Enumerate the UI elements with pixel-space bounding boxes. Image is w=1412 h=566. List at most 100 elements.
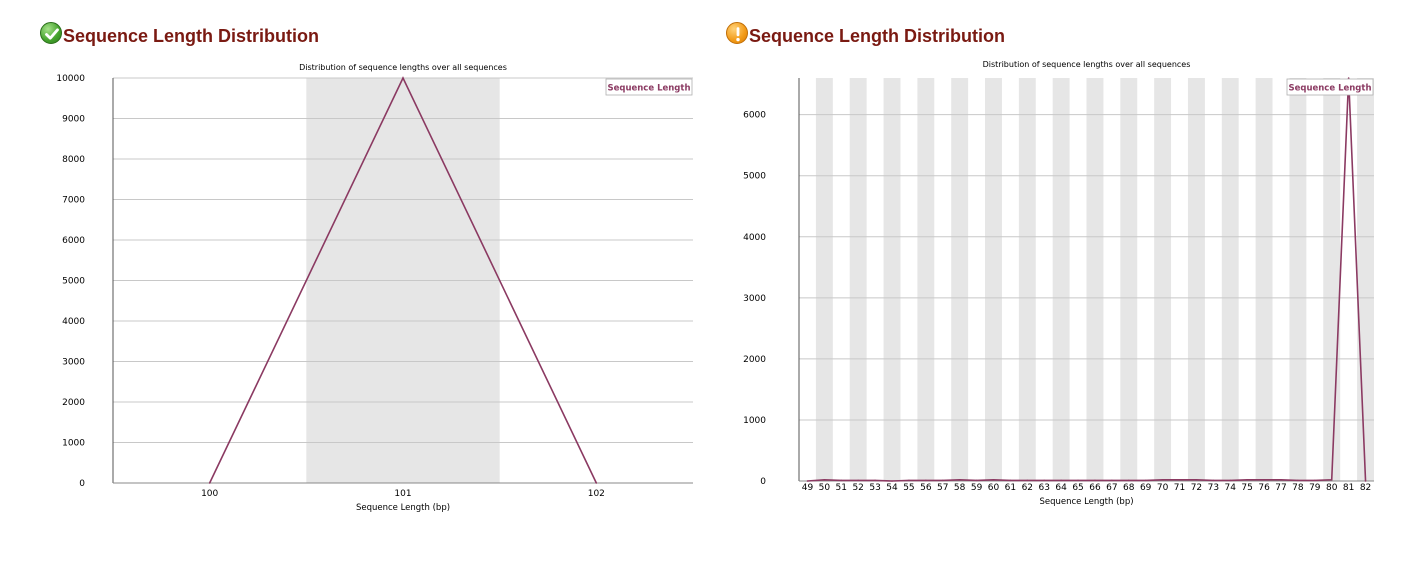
data-point	[975, 479, 978, 482]
y-tick-label: 9000	[62, 115, 85, 125]
data-point	[840, 479, 843, 482]
y-tick-label: 1000	[62, 439, 85, 449]
warning-icon	[726, 21, 748, 44]
data-point	[1297, 479, 1299, 482]
background-band	[917, 78, 935, 481]
legend-entry: Sequence Length	[1288, 84, 1371, 94]
data-point	[1212, 479, 1215, 482]
y-tick-label: 10000	[56, 74, 85, 84]
y-tick-label: 0	[760, 477, 766, 487]
data-point	[1263, 478, 1265, 481]
x-tick-label: 65	[1072, 483, 1083, 493]
data-point	[1009, 479, 1012, 482]
legend-entry: Sequence Length	[607, 84, 690, 94]
y-tick-label: 7000	[62, 196, 85, 206]
series-line	[807, 77, 1367, 482]
x-tick-label: 58	[954, 483, 966, 493]
background-band	[985, 78, 1002, 481]
x-tick-label: 66	[1089, 483, 1101, 493]
data-point	[1314, 479, 1316, 482]
data-point	[941, 479, 944, 482]
data-point	[1161, 478, 1164, 481]
data-point	[1111, 479, 1113, 482]
y-tick-label: 4000	[62, 317, 85, 327]
data-point	[1144, 479, 1147, 482]
x-tick-label: 61	[1005, 483, 1016, 493]
y-tick-label: 2000	[743, 355, 766, 365]
legend-box	[1286, 78, 1374, 96]
x-tick-label: 68	[1123, 483, 1135, 493]
data-point	[1043, 479, 1046, 482]
x-tick-label: 51	[836, 483, 847, 493]
data-point	[1330, 478, 1333, 481]
data-point	[1094, 479, 1096, 482]
right-panel-header: Sequence Length Distribution	[726, 18, 1005, 47]
data-point	[1127, 479, 1130, 482]
panel-title: Sequence Length Distribution	[63, 26, 320, 46]
right-panel: Sequence Length Distribution 0 1000 2000 30…	[706, 0, 1412, 566]
data-point	[1077, 479, 1079, 482]
data-point	[1347, 77, 1350, 79]
y-tick-label: 1000	[743, 416, 766, 426]
x-tick-label: 63	[1038, 483, 1049, 493]
background-band	[1120, 78, 1138, 481]
data-point	[208, 482, 211, 484]
y-tick-label: 0	[79, 479, 85, 489]
chart-title: Distribution of sequence lengths over al…	[299, 63, 507, 72]
x-tick-label: 50	[819, 483, 831, 493]
background-band	[1154, 78, 1172, 481]
x-tick-label: 76	[1258, 483, 1270, 493]
data-point	[992, 478, 995, 481]
background-band	[951, 78, 969, 481]
background-band	[849, 78, 867, 481]
x-tick-label: 75	[1241, 483, 1252, 493]
data-point	[1229, 479, 1232, 482]
x-tick-label: 67	[1106, 483, 1117, 493]
background-band	[1255, 78, 1273, 481]
x-tick-label: 59	[971, 483, 983, 493]
y-tick-label: 5000	[743, 172, 766, 182]
data-point	[857, 479, 859, 482]
x-tick-label: 49	[802, 483, 814, 493]
y-tick-label: 3000	[62, 358, 85, 368]
left-panel: Sequence Length Distribution 0 1000 2000 30…	[40, 21, 693, 513]
x-tick-label: 55	[903, 483, 914, 493]
data-point	[595, 482, 598, 484]
legend: Sequence Length	[605, 78, 693, 96]
data-point	[806, 480, 809, 482]
y-tick-label: 4000	[743, 233, 766, 243]
sequence-length-chart-right: 0 1000 2000 3000 4000 5000 6000 49 50 51 52 53 54 55 5…	[743, 60, 1374, 507]
x-tick-label: 80	[1326, 483, 1338, 493]
x-tick-label: 102	[588, 489, 605, 499]
x-tick-label: 79	[1309, 483, 1321, 493]
data-point	[1246, 478, 1248, 481]
x-tick-label: 57	[937, 483, 948, 493]
y-tick-label: 2000	[62, 398, 85, 408]
x-tick-label: 77	[1275, 483, 1286, 493]
x-tick-label: 70	[1157, 483, 1169, 493]
data-point	[1060, 479, 1062, 482]
y-tick-label: 6000	[62, 236, 85, 246]
legend-box	[605, 78, 693, 96]
x-tick-label: 64	[1055, 483, 1067, 493]
check-icon	[40, 21, 62, 44]
x-tick-label: 62	[1022, 483, 1033, 493]
sequence-length-chart-left: 0 1000 2000 3000 4000 5000 6000 7000 8000 9000 100…	[56, 63, 693, 513]
x-tick-label: 82	[1360, 483, 1371, 493]
data-point	[874, 479, 876, 482]
background-band	[1086, 78, 1104, 481]
x-tick-label: 78	[1292, 483, 1304, 493]
x-tick-label: 69	[1140, 483, 1152, 493]
background-band	[1018, 78, 1036, 481]
y-tick-label: 5000	[62, 277, 85, 287]
x-tick-label: 81	[1343, 483, 1354, 493]
legend: Sequence Length	[1286, 78, 1374, 96]
data-point	[908, 479, 910, 482]
x-tick-label: 73	[1208, 483, 1219, 493]
x-tick-label: 74	[1225, 483, 1237, 493]
background-band	[883, 78, 901, 481]
background-band	[1187, 78, 1205, 481]
data-point	[823, 478, 826, 481]
x-axis-label: Sequence Length (bp)	[356, 503, 450, 513]
background-band	[1289, 78, 1307, 481]
